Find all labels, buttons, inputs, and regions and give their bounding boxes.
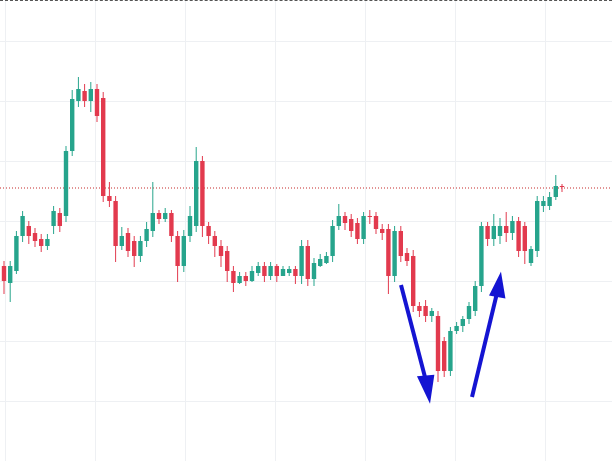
- candle-body: [45, 239, 50, 246]
- candle-body: [355, 223, 360, 239]
- candle-body: [491, 226, 496, 239]
- candle-body: [26, 226, 31, 236]
- candle-body: [510, 221, 515, 233]
- candle-body: [318, 259, 323, 266]
- candle-body: [373, 216, 379, 229]
- candle-body: [194, 161, 199, 226]
- candle-body: [398, 231, 403, 256]
- candle-body: [150, 213, 155, 231]
- candle-body: [163, 213, 168, 219]
- candle-body: [485, 226, 490, 239]
- candle-body: [187, 216, 193, 236]
- candle-body: [454, 326, 459, 331]
- candle-body: [119, 236, 124, 246]
- candle-body: [125, 233, 131, 251]
- candle-body: [299, 246, 304, 276]
- candle-body: [448, 331, 453, 371]
- candle-body: [1, 266, 7, 281]
- candle-body: [547, 197, 552, 206]
- candle-body: [231, 271, 236, 283]
- candle-body: [57, 213, 62, 226]
- candle-body: [39, 239, 44, 246]
- candle-body: [212, 236, 217, 246]
- candle-body: [181, 236, 186, 266]
- candle-body: [479, 226, 484, 286]
- candle-body: [473, 286, 478, 311]
- candle-body: [51, 211, 56, 226]
- candle-body: [107, 196, 112, 201]
- candle-body: [169, 213, 174, 236]
- candle-body: [156, 213, 162, 219]
- candle-body: [225, 251, 230, 271]
- candle-body: [330, 226, 335, 256]
- candle-body: [411, 256, 416, 306]
- candle-body: [497, 226, 503, 236]
- candle-body: [386, 229, 391, 276]
- candle-body: [460, 319, 465, 326]
- candle-body: [417, 306, 422, 311]
- candle-body: [342, 216, 348, 223]
- candle-body: [305, 246, 310, 279]
- candle-body: [287, 269, 292, 273]
- candle-body: [256, 266, 261, 273]
- candle-body: [516, 221, 521, 251]
- candle-body: [63, 151, 69, 216]
- candle-body: [404, 253, 410, 261]
- candle-body: [138, 241, 143, 256]
- candle-body: [311, 263, 317, 279]
- candle-body: [8, 266, 13, 283]
- candle-body: [88, 89, 93, 101]
- candle-body: [553, 186, 558, 197]
- candle-body: [528, 249, 534, 263]
- candle-body: [336, 216, 341, 226]
- candle-body: [274, 266, 279, 276]
- candle-body: [82, 91, 87, 101]
- candle-body: [249, 271, 255, 281]
- candle-body: [101, 98, 106, 196]
- candle-body: [268, 266, 273, 276]
- candle-body: [94, 89, 100, 116]
- candle-body: [541, 201, 546, 206]
- candle-body: [113, 201, 118, 246]
- candle-body: [200, 161, 205, 226]
- candle-body: [218, 246, 224, 256]
- candle-body: [175, 236, 180, 266]
- candle-body: [14, 236, 19, 271]
- candle-body: [206, 226, 211, 236]
- candle-body: [522, 226, 527, 251]
- candle-body: [535, 201, 540, 251]
- candles: [0, 77, 612, 382]
- candle-body: [144, 229, 149, 241]
- candle-body: [76, 89, 81, 101]
- candle-body: [559, 186, 565, 187]
- candle-body: [280, 269, 286, 276]
- candle-body: [20, 216, 25, 236]
- candle-body: [349, 219, 354, 231]
- candle-body: [435, 316, 441, 371]
- candle-body: [293, 269, 298, 276]
- candle-body: [466, 306, 472, 319]
- candle-body: [32, 233, 38, 241]
- candle-body: [262, 266, 267, 276]
- arrow-up: [470, 292, 499, 398]
- candle-body: [324, 256, 329, 263]
- candle-body: [70, 99, 75, 151]
- candle-body: [429, 311, 434, 316]
- arrow-down: [399, 284, 428, 382]
- candle-body: [237, 276, 242, 283]
- candle-body: [392, 231, 397, 276]
- arrows: [399, 271, 506, 404]
- candle-body: [132, 241, 137, 256]
- candle-body: [442, 341, 447, 371]
- arrow-head: [416, 374, 435, 404]
- candle-body: [367, 216, 372, 217]
- candle-body: [504, 226, 509, 233]
- candle-body: [423, 306, 428, 316]
- arrow-head: [489, 271, 506, 299]
- candle-body: [361, 216, 366, 239]
- candle-body: [380, 229, 385, 233]
- candle-body: [243, 276, 248, 281]
